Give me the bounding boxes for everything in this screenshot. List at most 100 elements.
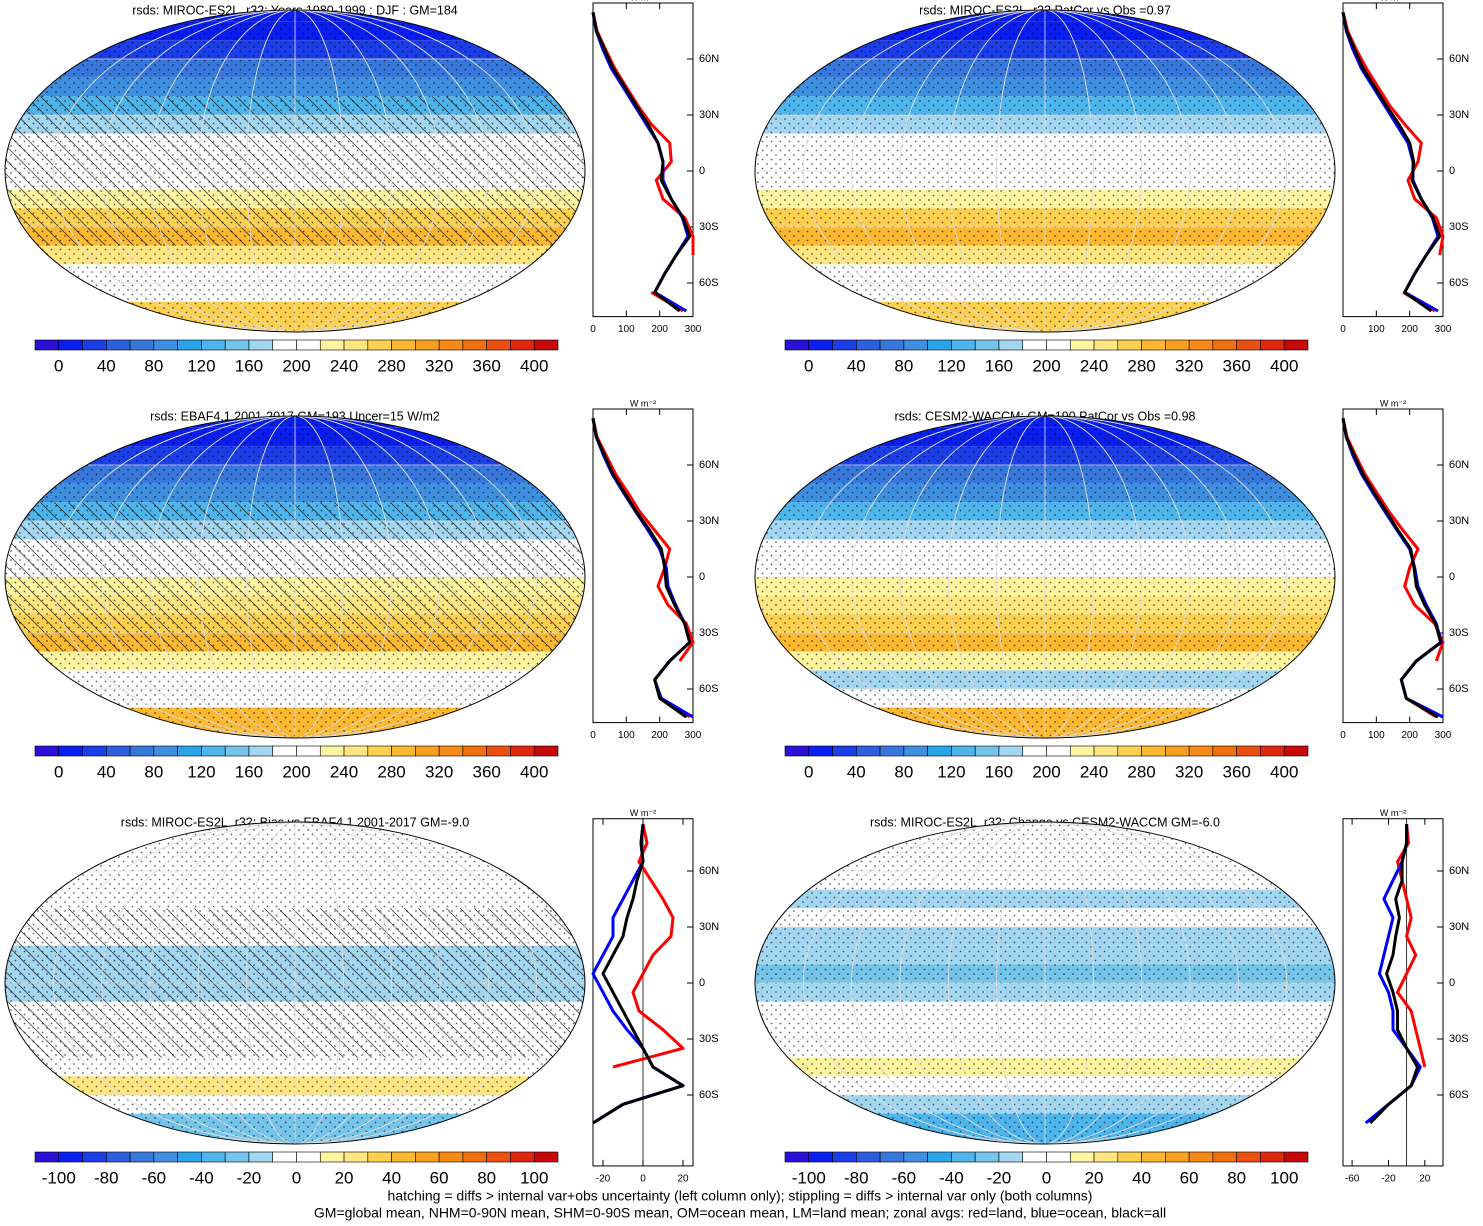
y-tick-label: 60N bbox=[1449, 865, 1469, 877]
colorbar-box bbox=[320, 340, 344, 350]
colorbar-box bbox=[928, 746, 952, 756]
x-tick-label: 20 bbox=[1419, 1174, 1431, 1185]
colorbar-label: 40 bbox=[1132, 1168, 1151, 1187]
colorbar-label: -20 bbox=[987, 1168, 1012, 1187]
colorbar-box bbox=[106, 340, 130, 350]
profile-unit: W m⁻² bbox=[1380, 398, 1406, 408]
x-tick-label: 200 bbox=[651, 730, 668, 741]
colorbar-box bbox=[1165, 1152, 1189, 1162]
colorbar-label: 320 bbox=[1175, 762, 1203, 781]
colorbar-label: 320 bbox=[1175, 356, 1203, 375]
colorbar-box bbox=[856, 746, 880, 756]
colorbar-box bbox=[1260, 1152, 1284, 1162]
y-tick-label: 60S bbox=[699, 277, 719, 289]
x-tick-label: -20 bbox=[1381, 1174, 1396, 1185]
colorbar-label: 160 bbox=[235, 762, 263, 781]
colorbar-box bbox=[1189, 340, 1213, 350]
y-tick-label: 0 bbox=[699, 977, 705, 989]
colorbar-label: 60 bbox=[430, 1168, 449, 1187]
colorbar-label: 0 bbox=[292, 1168, 301, 1187]
colorbar-label: 400 bbox=[1270, 762, 1298, 781]
colorbar-box bbox=[928, 1152, 952, 1162]
colorbar-box bbox=[320, 1152, 344, 1162]
y-tick-label: 30N bbox=[699, 515, 719, 527]
colorbar-label: 240 bbox=[330, 762, 358, 781]
colorbar-label: 40 bbox=[847, 356, 866, 375]
footer-line: hatching = diffs > internal var+obs unce… bbox=[388, 1188, 1093, 1204]
colorbar-box bbox=[856, 1152, 880, 1162]
colorbar-label: 200 bbox=[282, 356, 310, 375]
colorbar-label: 100 bbox=[520, 1168, 548, 1187]
colorbar-label: 60 bbox=[1180, 1168, 1199, 1187]
y-tick-label: 60S bbox=[699, 683, 719, 695]
colorbar-box bbox=[463, 340, 487, 350]
colorbar-box bbox=[59, 746, 83, 756]
y-tick-label: 0 bbox=[1449, 977, 1455, 989]
colorbar-box bbox=[1260, 746, 1284, 756]
colorbar-box bbox=[951, 340, 975, 350]
colorbar-box bbox=[130, 746, 154, 756]
colorbar-box bbox=[1237, 1152, 1261, 1162]
colorbar-box bbox=[1260, 340, 1284, 350]
colorbar-label: -40 bbox=[189, 1168, 214, 1187]
colorbar-box bbox=[809, 340, 833, 350]
colorbar-label: 80 bbox=[477, 1168, 496, 1187]
profile-unit: W m⁻² bbox=[1380, 808, 1406, 818]
colorbar-box bbox=[1284, 1152, 1308, 1162]
colorbar-box bbox=[809, 1152, 833, 1162]
colorbar-box bbox=[35, 340, 59, 350]
colorbar-box bbox=[999, 746, 1023, 756]
colorbar-box bbox=[785, 746, 809, 756]
colorbar-box bbox=[297, 340, 321, 350]
colorbar-box bbox=[154, 746, 178, 756]
colorbar-label: -60 bbox=[892, 1168, 917, 1187]
colorbar-label: 120 bbox=[187, 762, 215, 781]
colorbar-box bbox=[1142, 1152, 1166, 1162]
colorbar-label: 160 bbox=[985, 762, 1013, 781]
colorbar-box bbox=[1284, 340, 1308, 350]
colorbar-box bbox=[35, 1152, 59, 1162]
y-tick-label: 0 bbox=[1449, 165, 1455, 177]
colorbar-label: 240 bbox=[1080, 762, 1108, 781]
colorbar-label: 20 bbox=[1085, 1168, 1104, 1187]
colorbar-label: 320 bbox=[425, 356, 453, 375]
colorbar-label: 360 bbox=[1222, 762, 1250, 781]
colorbar-box bbox=[106, 746, 130, 756]
profile-unit: W m⁻² bbox=[630, 0, 656, 2]
y-tick-label: 60N bbox=[699, 459, 719, 471]
profile-unit: W m⁻² bbox=[630, 808, 656, 818]
x-tick-label: 200 bbox=[1401, 730, 1418, 741]
x-tick-label: 300 bbox=[1435, 324, 1452, 335]
map bbox=[5, 400, 585, 764]
profile-unit: W m⁻² bbox=[630, 398, 656, 408]
colorbar-label: 400 bbox=[520, 356, 548, 375]
colorbar-box bbox=[785, 340, 809, 350]
y-tick-label: 30S bbox=[1449, 221, 1469, 233]
colorbar-label: 40 bbox=[97, 356, 116, 375]
colorbar-label: 360 bbox=[472, 356, 500, 375]
colorbar-box bbox=[415, 746, 439, 756]
colorbar-box bbox=[201, 340, 225, 350]
colorbar-box bbox=[273, 746, 297, 756]
colorbar-label: 120 bbox=[937, 762, 965, 781]
colorbar-label: 80 bbox=[144, 356, 163, 375]
colorbar-box bbox=[904, 746, 928, 756]
colorbar-box bbox=[344, 340, 368, 350]
colorbar-box bbox=[178, 746, 202, 756]
y-tick-label: 0 bbox=[699, 165, 705, 177]
colorbar-box bbox=[297, 1152, 321, 1162]
colorbar-label: -80 bbox=[94, 1168, 119, 1187]
colorbar-box bbox=[225, 340, 249, 350]
colorbar-box bbox=[225, 1152, 249, 1162]
x-tick-label: 0 bbox=[590, 324, 596, 335]
x-tick-label: 100 bbox=[1368, 324, 1385, 335]
y-tick-label: 60N bbox=[1449, 459, 1469, 471]
colorbar-box bbox=[510, 746, 534, 756]
colorbar-box bbox=[1142, 340, 1166, 350]
colorbar-label: 400 bbox=[1270, 356, 1298, 375]
y-tick-label: 60S bbox=[1449, 683, 1469, 695]
colorbar-box bbox=[904, 340, 928, 350]
x-tick-label: 0 bbox=[1340, 730, 1346, 741]
colorbar-box bbox=[225, 746, 249, 756]
y-tick-label: 60S bbox=[1449, 277, 1469, 289]
